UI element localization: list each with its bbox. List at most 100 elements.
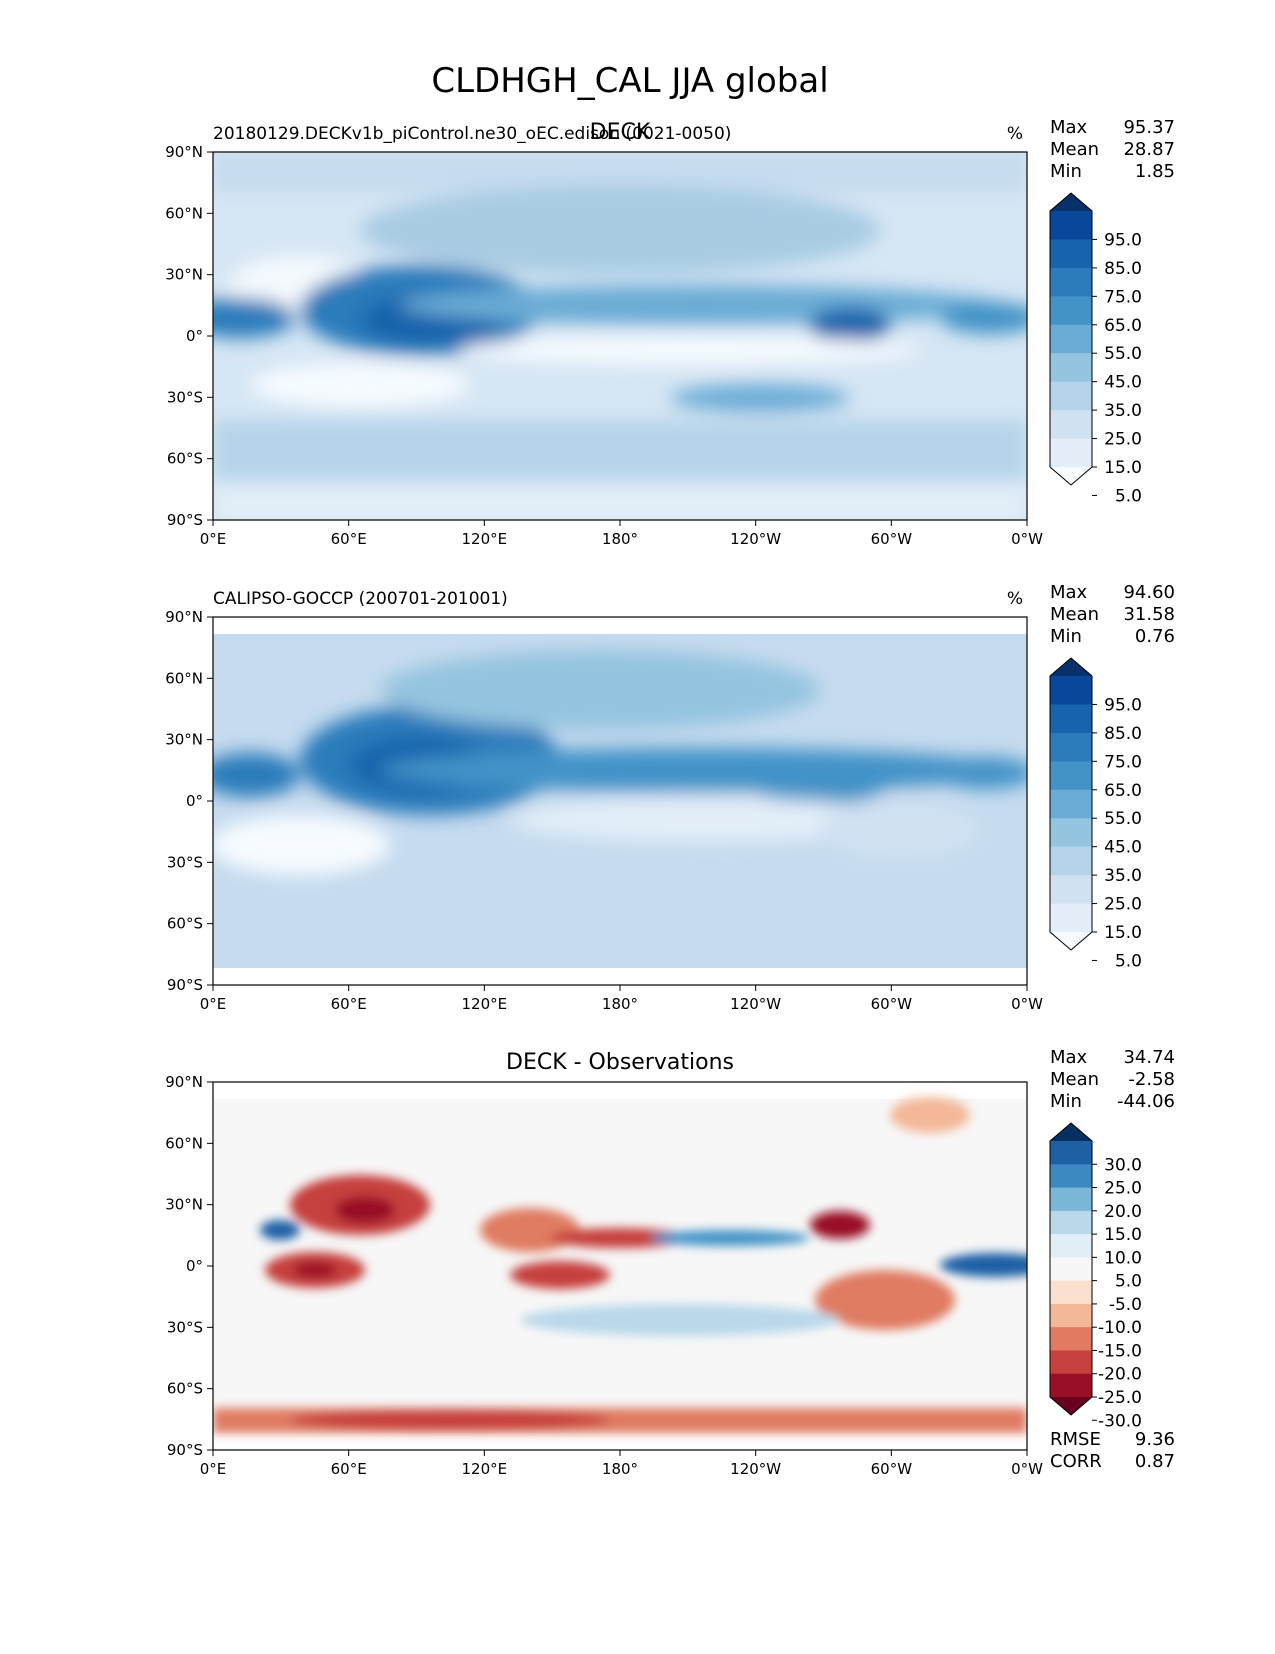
colorbar-segment (1050, 1210, 1092, 1235)
x-tick-label: 60°W (871, 530, 913, 548)
y-tick-label: 30°N (165, 731, 203, 749)
panel3-title: DECK - Observations (506, 1050, 734, 1075)
colorbar-segment (1050, 239, 1092, 269)
stat-min-value: 0.76 (1135, 626, 1175, 647)
colorbar-segment (1050, 1234, 1092, 1258)
colorbar-extend-bottom (1050, 1397, 1092, 1415)
x-tick-label: 120°E (462, 530, 508, 548)
x-tick-label: 60°E (331, 1460, 367, 1478)
stat-mean-label: Mean (1050, 139, 1099, 160)
y-tick-label: 30°N (165, 1196, 203, 1214)
x-tick-label: 0°E (200, 530, 227, 548)
y-tick-label: 90°N (165, 608, 203, 626)
y-tick-label: 90°S (167, 1441, 203, 1459)
colorbar-label: 85.0 (1104, 259, 1142, 279)
stat-max-label: Max (1050, 582, 1088, 603)
colorbar-label: 30.0 (1104, 1155, 1142, 1175)
y-tick-label: 90°N (165, 1073, 203, 1091)
corr-label: CORR (1050, 1451, 1102, 1472)
obs-field (213, 617, 1027, 985)
colorbar-label: -5.0 (1109, 1295, 1142, 1315)
colorbar-label: 15.0 (1104, 1225, 1142, 1245)
y-tick-label: 0° (186, 792, 203, 810)
colorbar-segment (1050, 324, 1092, 354)
stat-min-label: Min (1050, 1091, 1082, 1112)
colorbar-label: -10.0 (1098, 1318, 1142, 1338)
colorbar-segment (1050, 267, 1092, 297)
y-tick-label: 30°S (167, 853, 203, 871)
colorbar-segment (1050, 211, 1092, 240)
colorbar-label: 75.0 (1104, 287, 1142, 307)
colorbar-extend-bottom (1050, 467, 1092, 485)
colorbar-extend-bottom (1050, 932, 1092, 950)
y-tick-label: 90°S (167, 511, 203, 529)
y-tick-label: 30°S (167, 388, 203, 406)
y-tick-label: 60°N (165, 204, 203, 222)
colorbar-label: 55.0 (1104, 344, 1142, 364)
colorbar-label: -20.0 (1098, 1365, 1142, 1385)
colorbar-segment (1050, 761, 1092, 791)
corr-value: 0.87 (1135, 1451, 1175, 1472)
y-tick-label: 60°N (165, 1134, 203, 1152)
stat-min-value: -44.06 (1117, 1091, 1175, 1112)
y-tick-label: 60°S (167, 1380, 203, 1398)
panel3-axes: 0°E 60°E 120°E 180° 120°W 60°W 0°W 90°N 60°N 30°N… (165, 1073, 1043, 1478)
colorbar-label: 5.0 (1115, 1272, 1142, 1292)
panel-difference (212, 1081, 1028, 1451)
panel2-stats: Max 94.60 Mean 31.58 Min 0.76 (1050, 582, 1175, 647)
x-tick-label: 60°W (871, 995, 913, 1013)
colorbar-segment (1050, 1187, 1092, 1212)
colorbar-segment (1050, 676, 1092, 705)
colorbar-segment (1050, 1350, 1092, 1375)
colorbar-label: 45.0 (1104, 838, 1142, 858)
colorbar-label: 65.0 (1104, 781, 1142, 801)
x-tick-label: 120°E (462, 1460, 508, 1478)
x-tick-label: 120°W (730, 1460, 781, 1478)
panel2-axes: 0°E 60°E 120°E 180° 120°W 60°W 0°W 90°N 60°N 30°N… (165, 608, 1043, 1013)
colorbar-label: -30.0 (1098, 1411, 1142, 1431)
y-tick-label: 90°N (165, 143, 203, 161)
colorbar-label: 55.0 (1104, 809, 1142, 829)
stat-mean-label: Mean (1050, 1069, 1099, 1090)
colorbar-segment (1050, 875, 1092, 905)
colorbar-segment (1050, 1257, 1092, 1282)
stat-max-value: 95.37 (1123, 117, 1175, 138)
x-tick-label: 120°W (730, 530, 781, 548)
colorbar-label: 35.0 (1104, 866, 1142, 886)
colorbar-extend-top (1050, 658, 1092, 676)
colorbar-label: 25.0 (1104, 430, 1142, 450)
colorbar-extend-top (1050, 1123, 1092, 1141)
colorbar-label: 10.0 (1104, 1248, 1142, 1268)
colorbar-segment (1050, 438, 1092, 468)
panel1-run-label: 20180129.DECKv1b_piControl.ne30_oEC.edis… (213, 124, 731, 144)
colorbar-segment (1050, 296, 1092, 326)
y-tick-label: 60°N (165, 669, 203, 687)
colorbar-label: -15.0 (1098, 1341, 1142, 1361)
x-tick-label: 120°E (462, 995, 508, 1013)
stat-max-label: Max (1050, 1047, 1088, 1068)
x-tick-label: 0°W (1011, 530, 1043, 548)
colorbar-label: 45.0 (1104, 373, 1142, 393)
colorbar-label: 15.0 (1104, 923, 1142, 943)
stat-mean-label: Mean (1050, 604, 1099, 625)
colorbar-segment (1050, 704, 1092, 734)
x-tick-label: 0°W (1011, 1460, 1043, 1478)
colorbar-label: 95.0 (1104, 695, 1142, 715)
y-tick-label: 0° (186, 1257, 203, 1275)
colorbar-segment (1050, 1280, 1092, 1305)
panel2-units: % (1007, 589, 1023, 609)
x-tick-label: 180° (602, 995, 638, 1013)
y-tick-label: 30°S (167, 1318, 203, 1336)
colorbar-label: 25.0 (1104, 895, 1142, 915)
colorbar-segment (1050, 846, 1092, 876)
stat-min-label: Min (1050, 161, 1082, 182)
x-tick-label: 0°E (200, 1460, 227, 1478)
colorbar-segment (1050, 1303, 1092, 1328)
panel-observations (212, 616, 1028, 986)
colorbar-segment (1050, 1164, 1092, 1189)
colorbar-segment (1050, 1373, 1092, 1398)
colorbar-segment (1050, 1327, 1092, 1351)
x-tick-label: 180° (602, 530, 638, 548)
y-tick-label: 90°S (167, 976, 203, 994)
colorbar-segment (1050, 732, 1092, 762)
